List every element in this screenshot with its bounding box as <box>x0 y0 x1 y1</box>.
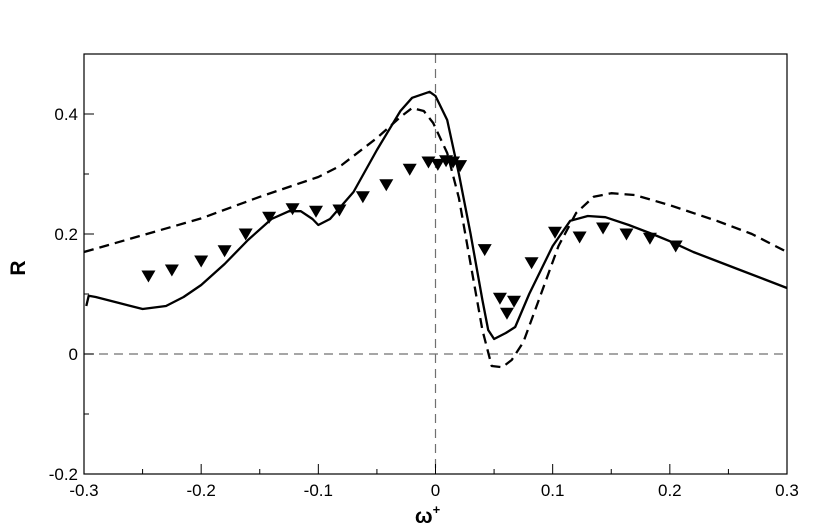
data-marker-11 <box>379 179 394 192</box>
series-group <box>84 90 787 369</box>
data-marker-24 <box>572 231 587 244</box>
data-marker-5 <box>238 228 253 241</box>
x-axis-title: ω+ <box>415 502 441 528</box>
y-axis-title: R <box>7 260 30 275</box>
data-marker-28 <box>668 240 683 253</box>
x-tick-label-4: 0 <box>431 481 440 500</box>
data-marker-23 <box>548 226 563 239</box>
data-marker-3 <box>194 255 209 268</box>
data-marker-21 <box>507 295 522 308</box>
data-marker-16 <box>446 156 461 169</box>
data-marker-20 <box>499 307 514 320</box>
data-marker-7 <box>285 203 300 216</box>
data-marker-17 <box>453 160 468 173</box>
plot-area: -0.3 -0.2 -0.1 0 0.1 0.2 0.3-0.200.20.4ω+R <box>7 53 799 528</box>
data-marker-4 <box>217 245 232 258</box>
data-marker-10 <box>355 191 370 204</box>
x-tick-label-1: -0.3 <box>69 481 98 500</box>
data-marker-1 <box>141 270 156 283</box>
data-marker-14 <box>430 158 445 171</box>
y-tick-label-2: 0 <box>69 345 78 364</box>
y-tick-label-1: -0.2 <box>49 465 78 484</box>
x-tick-label-3: -0.1 <box>304 481 333 500</box>
data-marker-27 <box>642 232 657 245</box>
data-marker-8 <box>308 205 323 218</box>
y-tick-label-4: 0.4 <box>54 105 78 124</box>
x-tick-label-2: -0.2 <box>187 481 216 500</box>
data-marker-19 <box>492 292 507 305</box>
y-tick-label-3: 0.2 <box>54 225 78 244</box>
data-marker-25 <box>596 222 611 235</box>
data-marker-2 <box>164 264 179 277</box>
x-tick-label-5: 0.1 <box>541 481 565 500</box>
data-marker-18 <box>477 244 492 257</box>
x-axis-title-superscript: + <box>433 502 441 517</box>
data-marker-22 <box>524 257 539 270</box>
data-marker-26 <box>619 228 634 241</box>
data-marker-12 <box>402 163 417 176</box>
x-tick-label-6: 0.2 <box>658 481 682 500</box>
data-marker-6 <box>262 211 277 224</box>
x-tick-label-7: 0.3 <box>775 481 799 500</box>
solid-series-line <box>85 90 787 341</box>
data-marker-9 <box>332 204 347 217</box>
dashed-series-line <box>84 106 787 369</box>
